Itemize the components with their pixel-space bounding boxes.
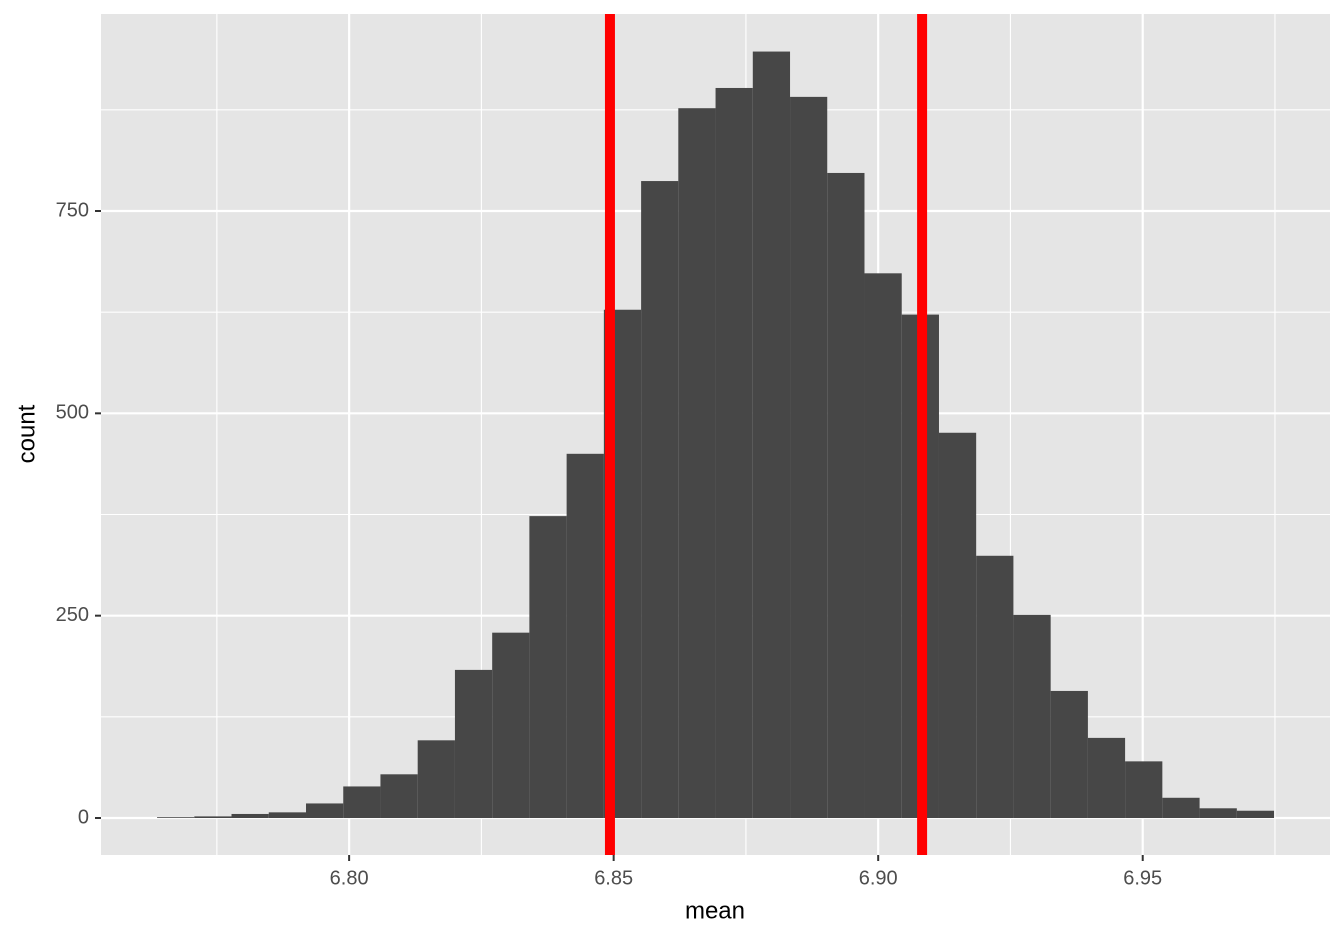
x-axis-title: mean — [685, 897, 745, 924]
bar — [529, 516, 567, 819]
bar — [864, 273, 902, 819]
x-tick-label: 6.85 — [594, 867, 633, 889]
bar — [752, 51, 791, 819]
bar — [566, 453, 604, 819]
bar — [1125, 761, 1163, 819]
bar — [641, 181, 679, 819]
y-tick-label: 0 — [78, 806, 89, 828]
bar — [1162, 797, 1200, 819]
bar — [157, 817, 195, 819]
bar — [454, 669, 493, 819]
bar — [231, 813, 269, 819]
x-tick-label: 6.80 — [330, 867, 369, 889]
y-tick-label: 500 — [56, 402, 89, 424]
bar — [343, 786, 381, 819]
bar — [194, 816, 232, 819]
bar — [1013, 614, 1051, 819]
x-tick-label: 6.90 — [859, 867, 898, 889]
x-tick-label: 6.95 — [1123, 867, 1162, 889]
bar — [306, 803, 344, 819]
bar — [976, 555, 1014, 819]
bar — [492, 632, 530, 819]
bar — [268, 812, 307, 819]
y-tick-label: 750 — [56, 199, 89, 221]
y-tick-label: 250 — [56, 604, 89, 626]
bar — [1050, 690, 1088, 819]
bar — [1199, 808, 1237, 819]
bar — [1236, 810, 1275, 819]
bar — [790, 96, 828, 819]
bar — [1087, 737, 1126, 819]
bar — [715, 87, 753, 819]
y-axis-title: count — [13, 404, 40, 463]
bar — [827, 172, 865, 819]
bar — [380, 774, 418, 819]
bar — [678, 108, 716, 819]
marks — [157, 14, 1275, 855]
bar — [938, 432, 977, 819]
bar — [417, 740, 455, 819]
